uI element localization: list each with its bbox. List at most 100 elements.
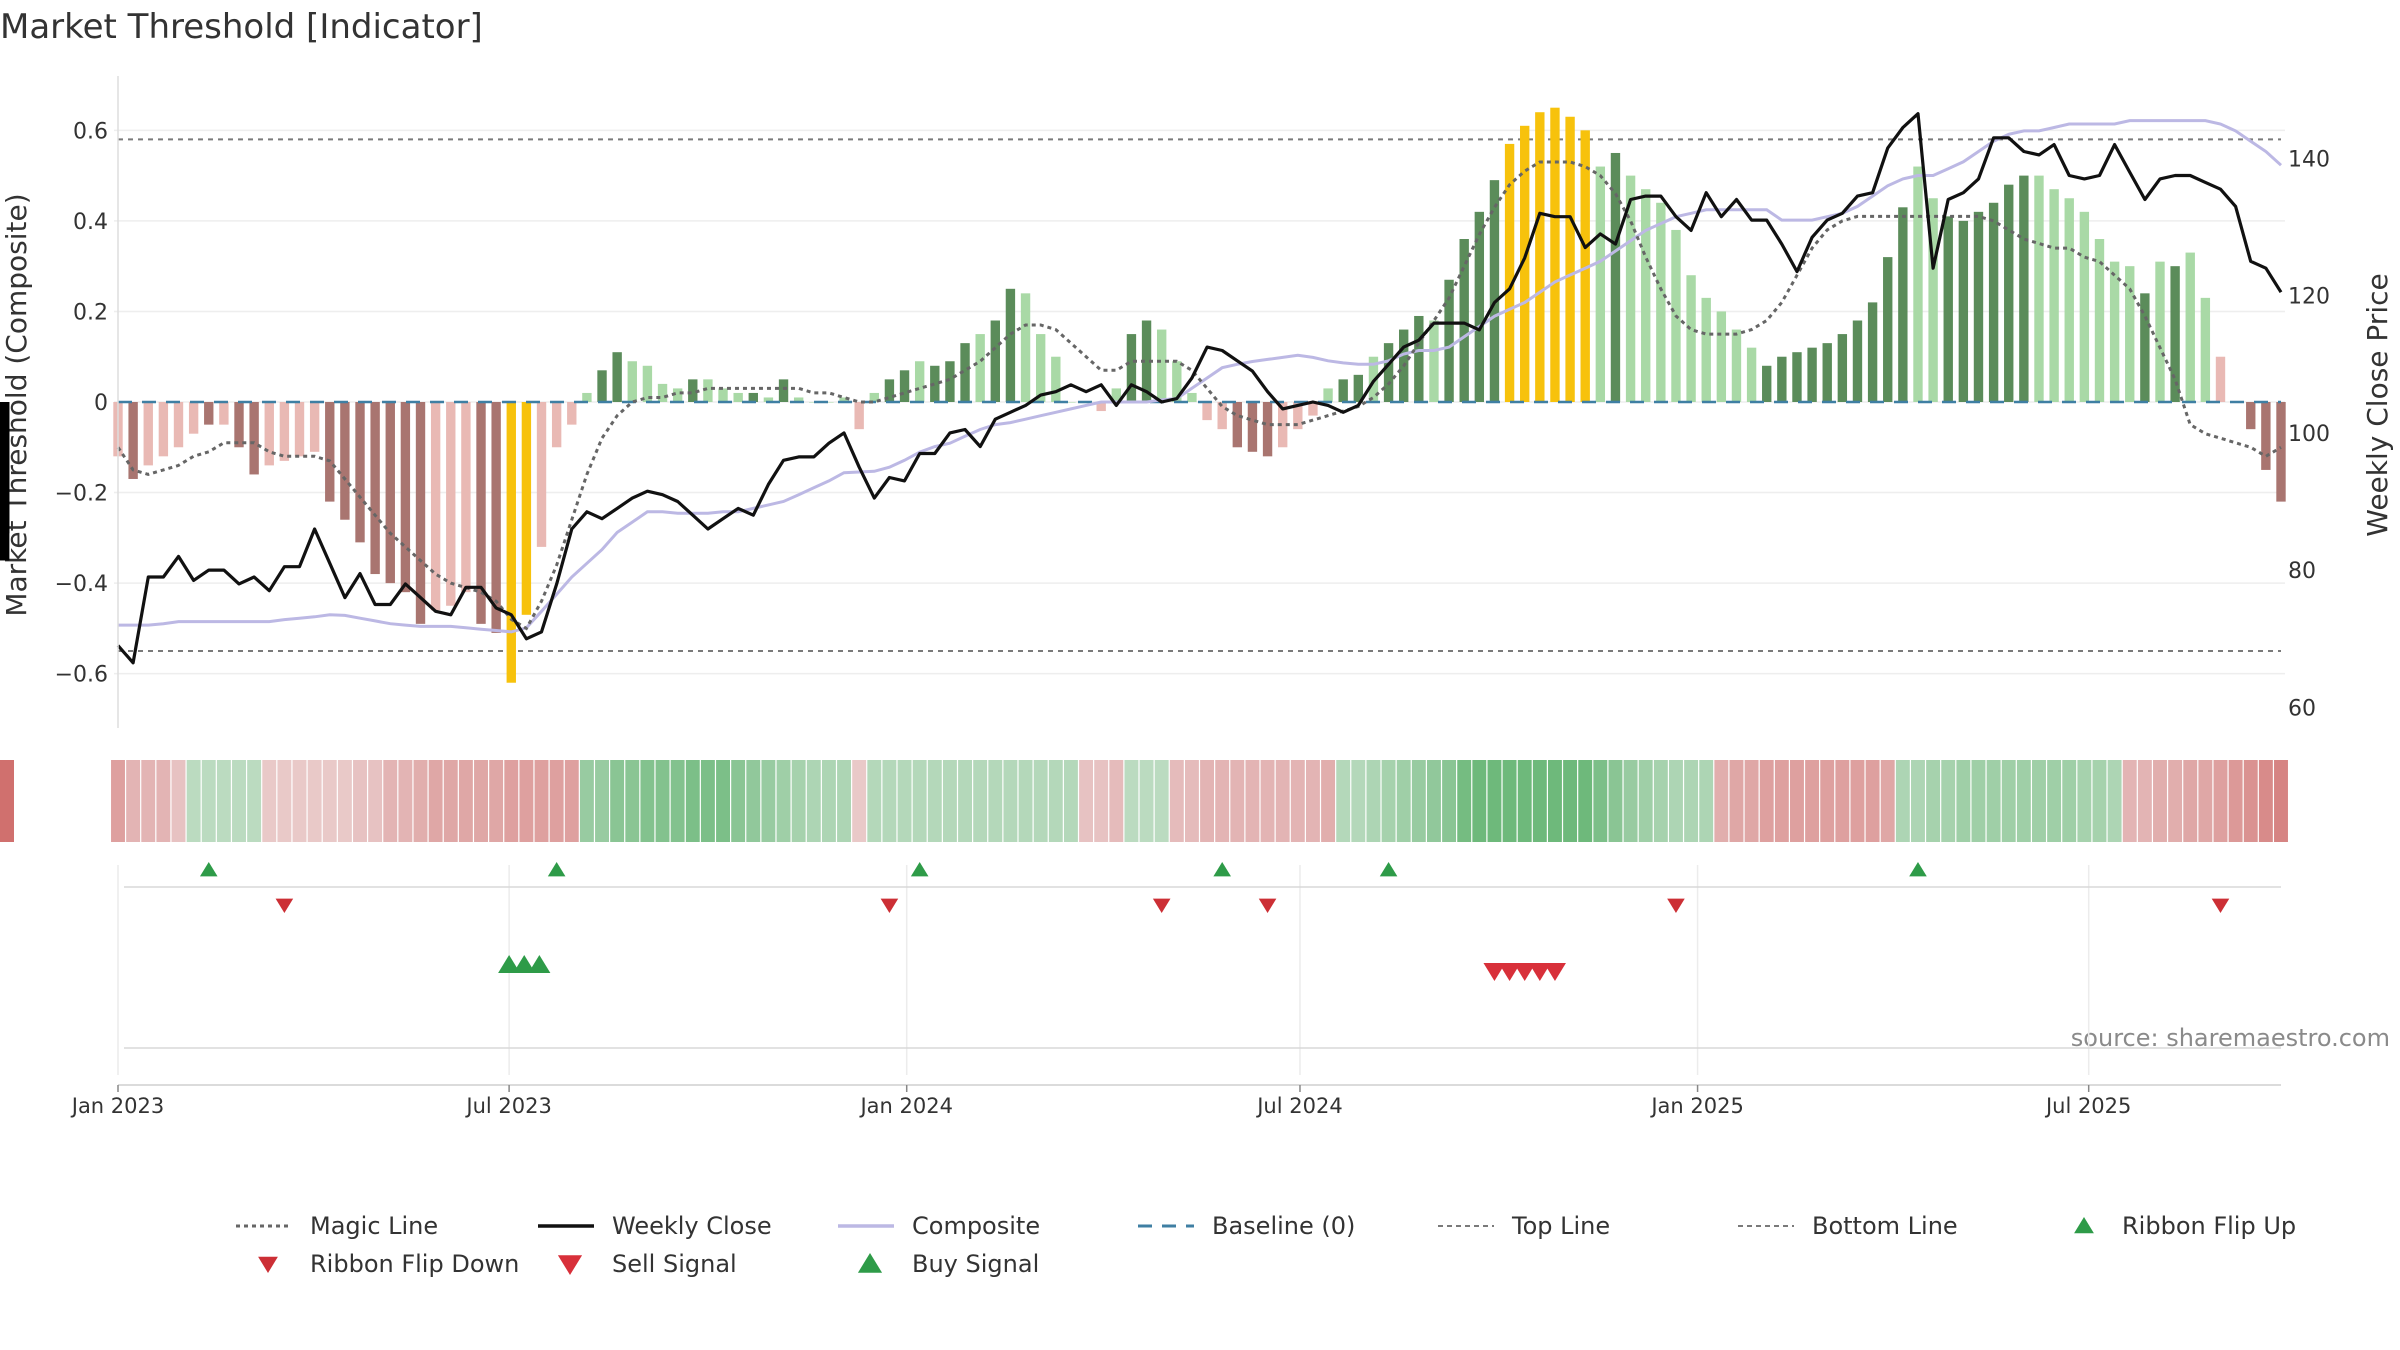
- buy-signal-marker: [528, 955, 551, 973]
- composite-bar: [1172, 361, 1182, 402]
- ribbon-cell: [413, 760, 428, 842]
- ribbon-cell: [216, 760, 231, 842]
- ribbon-flip-up-marker: [199, 862, 218, 877]
- ribbon-cell: [474, 760, 488, 842]
- composite-bar: [1746, 347, 1757, 402]
- ribbon-cell: [1638, 760, 1653, 842]
- ribbon-cell: [806, 760, 821, 842]
- composite-bar: [1323, 388, 1333, 402]
- composite-bar: [1807, 347, 1817, 402]
- ribbon-cell: [837, 760, 852, 842]
- legend-item-close: Weekly Close: [538, 1212, 772, 1240]
- composite-bar: [1762, 365, 1772, 402]
- ribbon-cell: [1230, 760, 1245, 842]
- composite-bar: [1444, 279, 1454, 402]
- buy-signal-marker: [498, 955, 521, 973]
- composite-bar: [688, 379, 698, 402]
- ribbon-cell: [927, 760, 942, 842]
- composite-bar: [506, 402, 516, 683]
- ribbon-flip-up-marker: [910, 862, 929, 877]
- legend-label-flipdown: Ribbon Flip Down: [310, 1250, 519, 1278]
- ribbon-cell: [1956, 760, 1971, 842]
- ribbon-cell: [368, 760, 383, 842]
- composite-bar: [1141, 320, 1152, 402]
- y2-tick-label: 100: [2288, 422, 2330, 447]
- y-tick-label: 0.4: [73, 210, 108, 235]
- composite-bar: [1837, 334, 1848, 402]
- composite-bar: [400, 402, 411, 593]
- composite-bar: [309, 402, 320, 452]
- ribbon-cell: [549, 760, 564, 842]
- composite-bar: [1852, 320, 1863, 402]
- ribbon-cell: [1290, 760, 1305, 842]
- legend-item-flipup: Ribbon Flip Up: [2074, 1212, 2296, 1240]
- composite-bar: [2276, 402, 2286, 502]
- ribbon-cell: [1669, 760, 1683, 842]
- x-tick-label: Jan 2025: [1649, 1094, 1744, 1118]
- x-tick-label: Jul 2025: [2044, 1094, 2131, 1118]
- legend-item-flipdown: Ribbon Flip Down: [258, 1250, 519, 1278]
- ribbon-cell: [2183, 760, 2198, 842]
- composite-bar: [657, 383, 668, 402]
- composite-bar: [1202, 402, 1212, 421]
- composite-bar: [219, 402, 229, 425]
- composite-bar: [612, 352, 622, 402]
- legend-label-close: Weekly Close: [612, 1212, 772, 1240]
- composite-bar: [1020, 293, 1031, 402]
- composite-bar: [1474, 211, 1485, 402]
- composite-bar: [1641, 189, 1651, 402]
- composite-bar: [748, 392, 758, 402]
- composite-bar: [340, 402, 350, 520]
- ribbon-cell: [504, 760, 519, 842]
- ribbon-cell: [2274, 760, 2288, 842]
- ribbon-cell: [1895, 760, 1910, 842]
- legend-label-bottom: Bottom Line: [1812, 1212, 1958, 1240]
- ribbon-cell: [247, 760, 262, 842]
- ribbon-cell: [2016, 760, 2031, 842]
- ribbon-cell: [1623, 760, 1638, 842]
- ribbon-cell: [1154, 760, 1169, 842]
- composite-bar: [461, 402, 471, 593]
- ribbon-cell: [1018, 760, 1033, 842]
- ribbon-cell: [232, 760, 246, 842]
- sell-signal-marker: [1543, 963, 1566, 981]
- composite-bar: [385, 402, 395, 584]
- composite-bar: [1595, 166, 1606, 402]
- ribbon-cell: [1714, 760, 1729, 842]
- composite-bar: [1958, 220, 1969, 402]
- composite-bar: [264, 402, 274, 466]
- ribbon-cell: [1260, 760, 1275, 842]
- composite-bar: [2019, 175, 2029, 402]
- ribbon-cell: [761, 760, 776, 842]
- ribbon-flip-up-marker: [1379, 862, 1398, 877]
- ribbon-cell: [958, 760, 973, 842]
- composite-bar: [778, 379, 789, 402]
- legend-item-composite: Composite: [838, 1212, 1040, 1240]
- composite-bar: [0, 402, 10, 561]
- ribbon-cell: [731, 760, 746, 842]
- buy-signal-marker: [513, 955, 536, 973]
- ribbon-cell: [973, 760, 988, 842]
- composite-bar: [1035, 334, 1046, 402]
- ribbon-cell: [2107, 760, 2122, 842]
- ribbon-cell: [1245, 760, 1260, 842]
- composite-bar: [430, 402, 441, 611]
- composite-bar: [1187, 392, 1197, 402]
- composite-bar: [824, 402, 834, 403]
- y-tick-label: 0.6: [73, 119, 108, 144]
- ribbon-cell: [716, 760, 730, 842]
- composite-bar: [1111, 388, 1121, 402]
- chart-title: Market Threshold [Indicator]: [0, 7, 483, 47]
- composite-bar: [1792, 352, 1802, 402]
- composite-bar: [476, 402, 486, 624]
- ribbon-cell: [383, 760, 398, 842]
- ribbon-cell: [776, 760, 791, 842]
- composite-bar: [1262, 402, 1273, 457]
- ribbon-cell: [1063, 760, 1078, 842]
- composite-bar: [899, 370, 910, 402]
- composite-bar: [1565, 116, 1575, 402]
- composite-bar: [1308, 402, 1318, 416]
- composite-bar: [2079, 211, 2090, 402]
- composite-bar: [2246, 402, 2256, 430]
